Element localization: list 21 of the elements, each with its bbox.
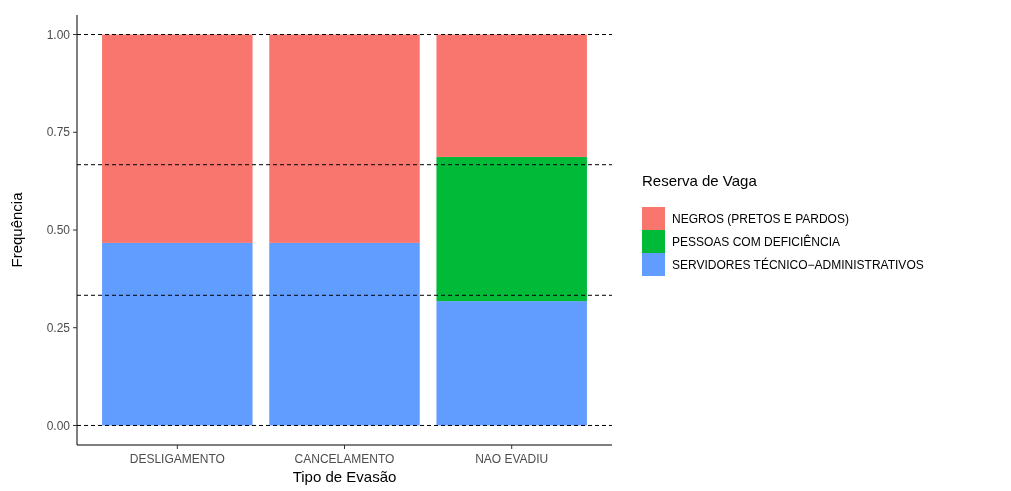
y-tick-label: 0.00 bbox=[46, 418, 71, 433]
y-axis-title: Frequência bbox=[8, 191, 25, 268]
x-tick-label: NAO EVADIU bbox=[475, 452, 549, 466]
bar bbox=[269, 34, 420, 243]
x-axis-title: Tipo de Evasão bbox=[292, 468, 397, 485]
y-tick-label: 0.50 bbox=[46, 223, 71, 238]
bar bbox=[102, 242, 253, 426]
bar bbox=[436, 34, 587, 157]
y-tick-label: 0.25 bbox=[46, 320, 71, 335]
legend-title: Reserva de Vaga bbox=[642, 172, 758, 189]
bar bbox=[102, 34, 253, 243]
y-tick-label: 0.75 bbox=[46, 125, 71, 140]
bar bbox=[436, 301, 587, 426]
bar bbox=[269, 242, 420, 426]
legend-label: NEGROS (PRETOS E PARDOS) bbox=[672, 212, 849, 227]
legend-label: PESSOAS COM DEFICIÊNCIA bbox=[672, 234, 841, 250]
y-tick-label: 1.00 bbox=[46, 27, 71, 42]
x-tick-label: DESLIGAMENTO bbox=[129, 452, 225, 466]
legend-label: SERVIDORES TÉCNICO−ADMINISTRATIVOS bbox=[672, 257, 924, 273]
x-tick-label: CANCELAMENTO bbox=[294, 452, 395, 466]
bar bbox=[436, 156, 587, 302]
